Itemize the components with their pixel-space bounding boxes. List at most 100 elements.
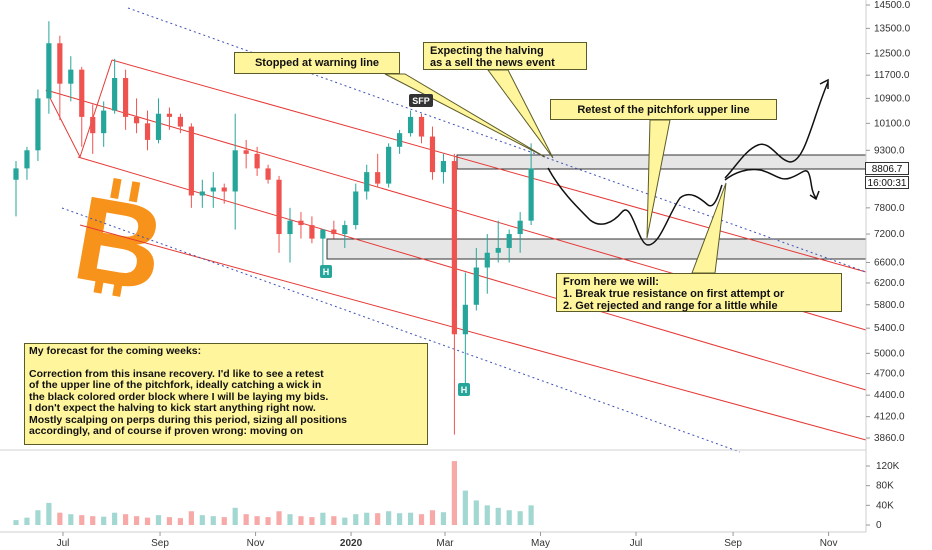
candle: [122, 69, 129, 130]
volume-bar: [68, 514, 74, 525]
h-marker-dec: H: [320, 265, 332, 278]
volume-bar: [309, 517, 315, 525]
price-tick-label: 5800.0: [874, 300, 905, 311]
candle: [35, 89, 41, 162]
candle-body: [243, 150, 249, 154]
candle-body: [495, 247, 501, 253]
candle: [243, 139, 249, 169]
volume-bar: [495, 507, 501, 525]
price-tick-label: 6600.0: [874, 258, 905, 269]
price-tick-label: 13500.0: [874, 23, 911, 34]
volume-bar: [353, 514, 359, 525]
volume-series: [13, 461, 534, 525]
candle-body: [144, 123, 151, 140]
candle: [46, 21, 52, 114]
callout-from-here: From here we will: 1. Break true resista…: [556, 273, 842, 312]
candle-body: [177, 116, 183, 127]
candle-body: [232, 150, 238, 192]
volume-bar: [166, 517, 173, 525]
volume-bar: [375, 513, 381, 525]
candle: [451, 153, 457, 435]
candle: [166, 107, 173, 130]
forecast-correction-path: [547, 167, 723, 246]
price-tick-label: 5400.0: [874, 323, 905, 334]
forecast-breakout-path: [724, 81, 829, 179]
forecast-line-7: Mostly scalping on perps during this per…: [29, 413, 347, 426]
price-tick-label: 7200.0: [874, 229, 905, 240]
volume-bar: [57, 512, 63, 525]
forecast-path: [547, 78, 829, 246]
candle-body: [386, 146, 392, 184]
sfp-label: SFP: [412, 96, 430, 106]
candle: [309, 216, 315, 244]
candle: [68, 56, 74, 102]
candle: [101, 101, 107, 147]
candle: [473, 247, 479, 311]
candle-body: [24, 150, 30, 169]
candle-body: [353, 191, 359, 226]
volume-bar: [462, 490, 468, 525]
time-tick-label: 2020: [340, 538, 363, 549]
candle-body: [155, 113, 162, 140]
pitchfork-upper-line: [111, 59, 867, 273]
volume-bar: [276, 511, 282, 525]
candle-body: [429, 136, 436, 173]
price-tick-label: 9300.0: [874, 145, 905, 156]
callout-from-here-line-3: 2. Get rejected and range for a little w…: [563, 300, 778, 312]
candle: [396, 129, 403, 154]
candle: [386, 143, 392, 188]
volume-bar: [122, 514, 129, 525]
candle-body: [166, 113, 173, 117]
candle: [221, 183, 227, 204]
candle-body: [418, 116, 425, 137]
volume-bar: [155, 515, 162, 525]
price-tick-label: 7800.0: [874, 203, 905, 214]
candle-body: [440, 161, 447, 173]
callout-halving-line-2: as a sell the news event: [430, 57, 555, 69]
candle: [265, 164, 271, 184]
time-tick-label: Jul: [630, 538, 643, 549]
price-tick-label: 6200.0: [874, 278, 905, 289]
volume-bar: [90, 516, 96, 525]
volume-bar: [528, 505, 534, 525]
candle-body: [451, 161, 457, 335]
callout-stopped-text: Stopped at warning line: [254, 57, 380, 69]
volume-bar: [265, 517, 271, 525]
candle-body: [506, 234, 512, 248]
candle: [90, 104, 96, 154]
candle: [342, 220, 348, 248]
candle: [462, 272, 468, 388]
volume-bar: [188, 511, 194, 525]
price-tick-label: 5000.0: [874, 348, 905, 359]
volume-tick-label: 80K: [876, 481, 894, 492]
candle-body: [265, 168, 271, 180]
candle: [155, 98, 162, 144]
volume-bar: [243, 514, 249, 525]
candle: [407, 110, 414, 137]
volume-bar: [232, 507, 238, 525]
volume-bar: [254, 516, 260, 525]
candle-body: [462, 304, 468, 335]
volume-bar: [210, 516, 216, 525]
candle: [144, 110, 151, 151]
time-tick-label: Jul: [57, 538, 70, 549]
time-axis: Jul Sep Nov 2020 Mar May Jul Sep Nov: [57, 532, 837, 549]
candle: [440, 153, 447, 184]
volume-bar: [407, 512, 414, 525]
candle: [177, 113, 183, 134]
volume-bar: [24, 517, 30, 525]
candle-body: [199, 191, 205, 196]
current-price-badge: 8806.7: [865, 162, 909, 175]
candle-body: [298, 220, 304, 226]
forecast-breakout-arrowhead: [819, 78, 829, 89]
callout-retest-text: Retest of the pitchfork upper line: [577, 104, 750, 116]
volume-bar: [364, 512, 370, 525]
candle-body: [188, 126, 194, 196]
pitchfork-anchor: [45, 59, 113, 159]
price-tick-label: 4700.0: [874, 369, 905, 380]
volume-bar: [133, 516, 140, 525]
pitchfork-lower-line: [77, 156, 867, 391]
volume-bar: [79, 515, 85, 525]
h-label-dec: H: [323, 267, 330, 277]
candle: [133, 98, 140, 134]
